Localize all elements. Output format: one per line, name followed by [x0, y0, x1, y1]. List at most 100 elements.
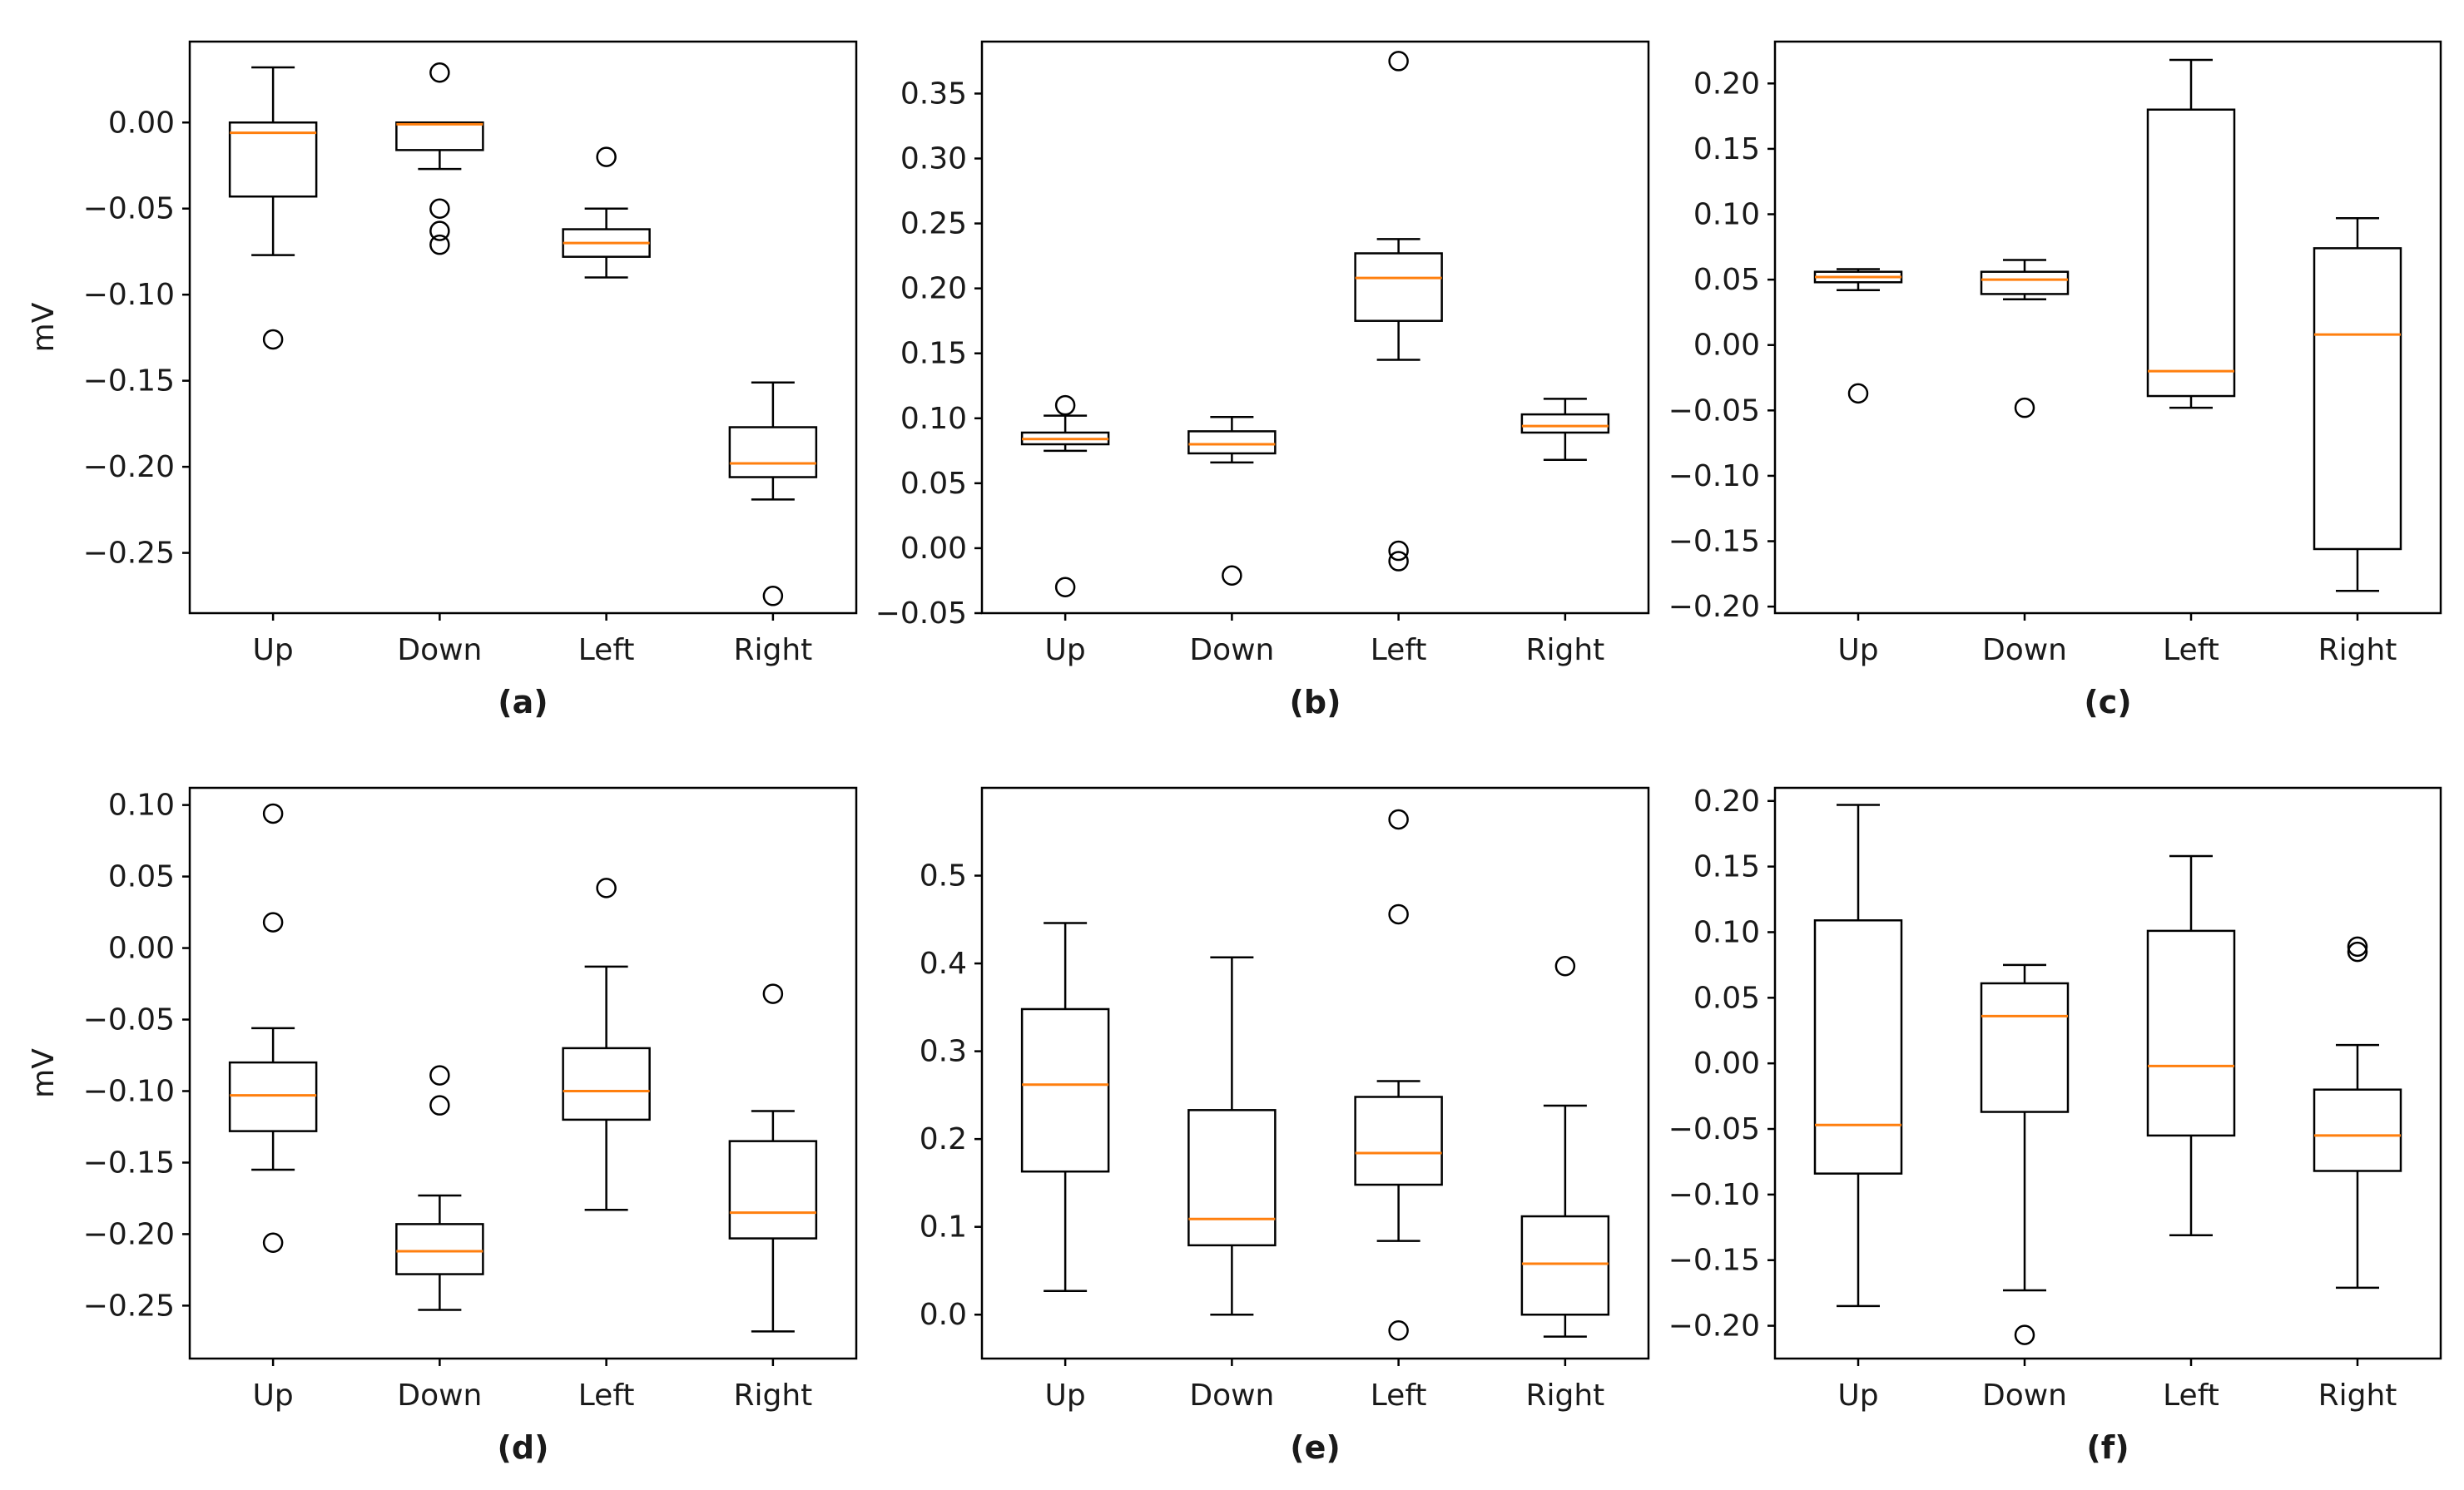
y-tick-label: 0.05: [1693, 981, 1760, 1015]
axes-frame: [1773, 786, 2442, 1360]
outlier-point: [429, 220, 450, 241]
outlier-point: [262, 329, 284, 350]
x-tick-label-down: Down: [397, 633, 482, 667]
y-tick-label: 0.15: [1693, 132, 1760, 166]
subplot-f: 0.20 0.15 0.10 0.05 0.00 −0.05 −0.10 −0.15 −0.20…: [1668, 785, 2442, 1466]
iqr-box: [1187, 1109, 1277, 1247]
y-tick-label: 0.00: [900, 532, 967, 566]
outlier-point: [1222, 565, 1242, 586]
iqr-box: [1187, 430, 1277, 455]
outlier-point: [762, 586, 784, 606]
axes-frame: [1773, 40, 2442, 615]
outlier-point: [2347, 941, 2368, 963]
x-tick-label-up: Up: [1045, 1379, 1086, 1413]
y-tick-label: 0.10: [900, 402, 967, 436]
y-tick-label: −0.20: [1668, 1309, 1760, 1344]
axes-frame: [980, 40, 1650, 615]
x-tick-label-down: Down: [397, 1379, 482, 1413]
panel-label: (d): [498, 1429, 549, 1466]
subplot-b: 0.35 0.30 0.25 0.20 0.15 0.10 0.05 0.00 −0.05 Up D…: [875, 40, 1650, 720]
x-tick-label-down: Down: [1982, 1379, 2067, 1413]
x-tick-label-right: Right: [2318, 633, 2397, 667]
y-tick-label: 0.00: [1693, 1047, 1760, 1081]
y-tick-label: −0.10: [83, 278, 175, 312]
subplot-d: 0.10 0.05 0.00 −0.05 −0.10 −0.15 −0.20 −0.25 Up D…: [27, 786, 858, 1466]
iqr-box: [228, 121, 318, 198]
outlier-point: [1388, 51, 1409, 72]
x-tick-label-down: Down: [1189, 1379, 1274, 1413]
outlier-point: [1054, 577, 1076, 598]
y-tick-label: −0.25: [83, 1289, 175, 1323]
box-left: [1354, 809, 1443, 1341]
box-down: [1980, 259, 2070, 418]
y-tick-label: −0.05: [875, 596, 967, 631]
x-tick-label-right: Right: [733, 1379, 812, 1413]
box-up: [228, 803, 318, 1253]
x-tick-label-right: Right: [2318, 1379, 2397, 1413]
outlier-point: [1388, 1319, 1409, 1341]
y-tick-label: 0.30: [900, 142, 967, 176]
outlier-point: [2347, 936, 2368, 958]
y-tick-label: 0.1: [920, 1210, 967, 1245]
y-tick-label: −0.20: [83, 450, 175, 484]
x-tick-label-up: Up: [253, 1379, 294, 1413]
y-tick-label: 0.10: [1693, 198, 1760, 232]
y-tick-label: −0.05: [1668, 394, 1760, 428]
box-left: [562, 878, 651, 1211]
x-tick-label-left: Left: [578, 1379, 635, 1413]
y-tick-label: 0.25: [900, 207, 967, 241]
box-right: [728, 381, 818, 606]
iqr-box: [562, 1047, 651, 1121]
outlier-point: [1388, 540, 1409, 562]
y-tick-label: −0.20: [1668, 590, 1760, 624]
box-up: [1813, 268, 1903, 404]
y-tick-label: 0.5: [920, 859, 967, 894]
subplot-e: 0.5 0.4 0.3 0.2 0.1 0.0 Up Down Left Right (e): [920, 786, 1650, 1466]
iqr-box: [1980, 982, 2070, 1113]
y-tick-label: −0.05: [1668, 1112, 1760, 1146]
y-tick-label: 0.3: [920, 1035, 967, 1069]
panel-label: (e): [1290, 1429, 1341, 1466]
y-tick-label: 0.20: [900, 272, 967, 306]
iqr-box: [228, 1061, 318, 1132]
outlier-point: [429, 1065, 450, 1086]
panel-label: (b): [1290, 684, 1341, 720]
outlier-point: [429, 234, 450, 255]
box-left: [2146, 854, 2236, 1237]
iqr-box: [1813, 919, 1903, 1175]
panel-label: (f): [2086, 1429, 2129, 1466]
box-left: [2146, 58, 2236, 409]
box-down: [1187, 956, 1277, 1316]
outlier-point: [1388, 903, 1409, 925]
iqr-box: [1520, 1215, 1610, 1316]
iqr-box: [395, 121, 484, 151]
y-tick-label: −0.15: [1668, 1244, 1760, 1278]
iqr-box: [1980, 270, 2070, 295]
iqr-box: [1354, 1096, 1443, 1186]
box-up: [1020, 922, 1110, 1292]
outlier-point: [596, 878, 617, 898]
y-tick-label: 0.15: [1693, 850, 1760, 884]
panel-label: (c): [2084, 684, 2131, 720]
outlier-point: [762, 983, 784, 1004]
axes-frame: [980, 786, 1650, 1360]
outlier-point: [596, 146, 617, 167]
subplot-c: 0.20 0.15 0.10 0.05 0.00 −0.05 −0.10 −0.15 −0.20…: [1668, 40, 2442, 720]
outlier-point: [2014, 1324, 2035, 1345]
y-tick-label: 0.05: [1693, 263, 1760, 297]
y-tick-label: 0.35: [900, 77, 967, 111]
axes-frame: [188, 40, 858, 615]
y-tick-label: 0.20: [1693, 785, 1760, 819]
y-tick-label: 0.00: [1693, 329, 1760, 363]
y-tick-label: 0.10: [1693, 915, 1760, 949]
x-tick-label-up: Up: [1837, 633, 1878, 667]
outlier-point: [262, 912, 284, 933]
x-tick-label-down: Down: [1189, 633, 1274, 667]
iqr-box: [395, 1223, 484, 1275]
x-tick-label-left: Left: [578, 633, 635, 667]
y-axis-label: mV: [27, 1048, 61, 1098]
y-tick-label: −0.25: [83, 537, 175, 571]
x-tick-label-up: Up: [1837, 1379, 1878, 1413]
box-down: [1980, 963, 2070, 1345]
